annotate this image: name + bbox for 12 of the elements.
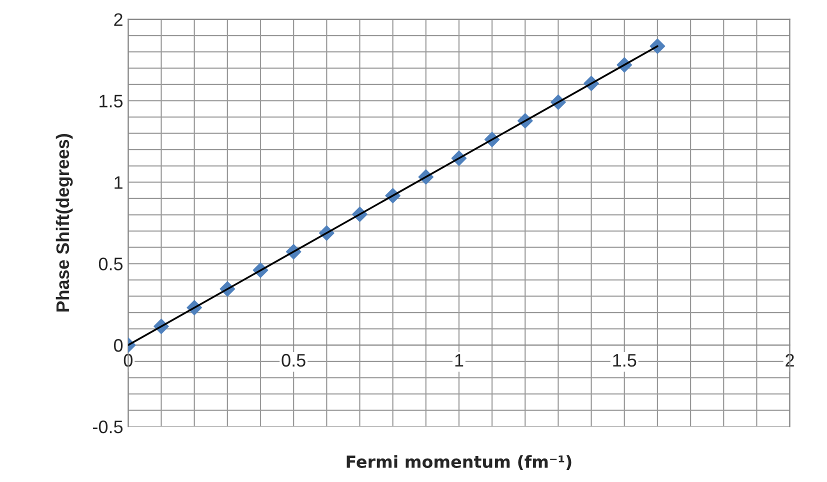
x-tick-label: 0.5 — [282, 354, 306, 367]
x-tick-label: 1 — [455, 354, 464, 367]
x-tick-label: 1.5 — [613, 354, 636, 367]
point — [650, 38, 666, 54]
y-tick-label: 0.5 — [98, 258, 123, 270]
x-axis-title: Fermi momentum (fm⁻¹) — [346, 455, 572, 470]
y-tick-label: 2 — [114, 13, 122, 26]
y-tick-label: -0.5 — [93, 420, 123, 434]
y-tick-label: 1.5 — [100, 94, 123, 108]
y-tick-label: 1 — [114, 176, 122, 189]
y-tick-label: 0 — [114, 339, 123, 352]
y-axis-title: Phase Shift(degrees) — [56, 134, 73, 312]
